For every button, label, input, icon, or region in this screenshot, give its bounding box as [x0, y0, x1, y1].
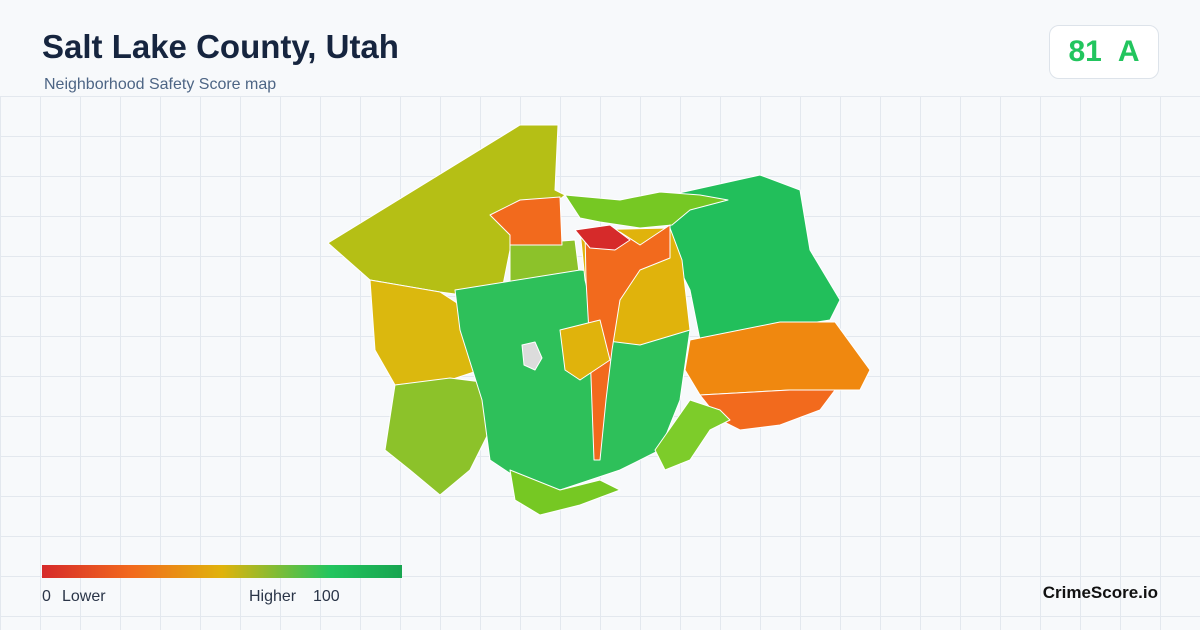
region	[509, 469, 621, 516]
region	[564, 191, 729, 229]
brand: CrimeScore.io	[1042, 583, 1158, 602]
region	[559, 319, 611, 381]
region	[384, 377, 491, 496]
title: Salt Lake County, Utah	[42, 28, 399, 65]
legend-max-label: Higher	[249, 588, 297, 605]
region	[369, 279, 481, 386]
score-value: 81	[1068, 35, 1102, 68]
legend-gradient	[42, 565, 402, 578]
region	[684, 321, 871, 396]
subtitle: Neighborhood Safety Score map	[44, 76, 277, 93]
region	[574, 224, 631, 251]
region	[521, 341, 543, 371]
legend-min: 0	[42, 588, 51, 605]
legend-max: 100	[313, 588, 340, 605]
legend-min-label: Lower	[62, 588, 106, 605]
score-grade: A	[1117, 35, 1140, 68]
region	[654, 399, 731, 471]
score-badge: 81 A	[1049, 25, 1159, 79]
region	[489, 196, 563, 246]
